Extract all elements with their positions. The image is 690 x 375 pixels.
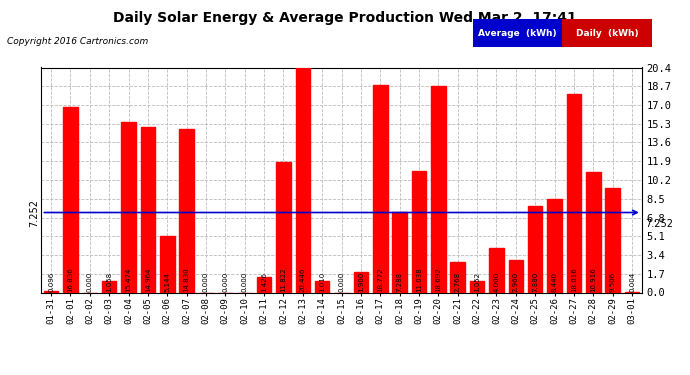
Text: 7.288: 7.288 (397, 272, 403, 292)
Bar (295, 67, 310, 292)
Text: 1.426: 1.426 (261, 272, 267, 292)
Text: 1.900: 1.900 (358, 272, 364, 292)
Text: 0.000: 0.000 (203, 272, 209, 292)
Bar (373, 86, 388, 292)
Text: 0.004: 0.004 (629, 272, 635, 292)
Text: 1.058: 1.058 (106, 272, 112, 292)
Text: 14.830: 14.830 (184, 267, 190, 292)
Text: 11.822: 11.822 (280, 267, 286, 292)
Text: 0.000: 0.000 (241, 272, 248, 292)
Text: Daily  (kWh): Daily (kWh) (576, 28, 638, 38)
Bar (489, 248, 504, 292)
Text: 11.038: 11.038 (416, 267, 422, 292)
Text: 18.692: 18.692 (435, 267, 442, 292)
Bar (102, 281, 117, 292)
Text: 5.144: 5.144 (164, 272, 170, 292)
Text: 8.440: 8.440 (551, 272, 558, 292)
Text: 0.096: 0.096 (48, 272, 54, 292)
Bar (451, 262, 465, 292)
Bar (431, 86, 446, 292)
Bar (528, 206, 542, 292)
Bar (509, 260, 523, 292)
Bar (63, 107, 78, 292)
Text: 20.446: 20.446 (300, 268, 306, 292)
Text: 1.010: 1.010 (319, 272, 325, 292)
Text: 7.880: 7.880 (532, 272, 538, 292)
Text: 18.772: 18.772 (377, 267, 383, 292)
Text: 18.016: 18.016 (571, 267, 577, 292)
Text: 2.768: 2.768 (455, 272, 461, 292)
Text: 14.964: 14.964 (145, 267, 151, 292)
Text: 7.252: 7.252 (30, 198, 39, 226)
Text: Copyright 2016 Cartronics.com: Copyright 2016 Cartronics.com (7, 38, 148, 46)
Bar (276, 162, 290, 292)
Bar (547, 200, 562, 292)
Text: 4.000: 4.000 (493, 272, 500, 292)
Text: 2.960: 2.960 (513, 272, 519, 292)
Text: 9.506: 9.506 (610, 272, 615, 292)
Bar (179, 129, 194, 292)
Bar (586, 172, 600, 292)
Text: Average  (kWh): Average (kWh) (478, 28, 557, 38)
Bar (257, 277, 271, 292)
Text: 16.836: 16.836 (68, 267, 73, 292)
Bar (393, 212, 407, 292)
Bar (412, 171, 426, 292)
Text: 1.052: 1.052 (474, 272, 480, 292)
Bar (121, 122, 136, 292)
Bar (160, 236, 175, 292)
Bar (566, 94, 581, 292)
Text: Daily Solar Energy & Average Production Wed Mar 2  17:41: Daily Solar Energy & Average Production … (113, 11, 577, 25)
Bar (470, 281, 484, 292)
Bar (354, 272, 368, 292)
Text: 7.252: 7.252 (646, 219, 673, 229)
Bar (605, 188, 620, 292)
Text: 0.000: 0.000 (222, 272, 228, 292)
Text: 0.000: 0.000 (339, 272, 344, 292)
Bar (141, 128, 155, 292)
Text: 10.916: 10.916 (590, 267, 596, 292)
Text: 0.000: 0.000 (87, 272, 93, 292)
Text: 15.474: 15.474 (126, 268, 132, 292)
Bar (315, 281, 329, 292)
Bar (44, 291, 59, 292)
